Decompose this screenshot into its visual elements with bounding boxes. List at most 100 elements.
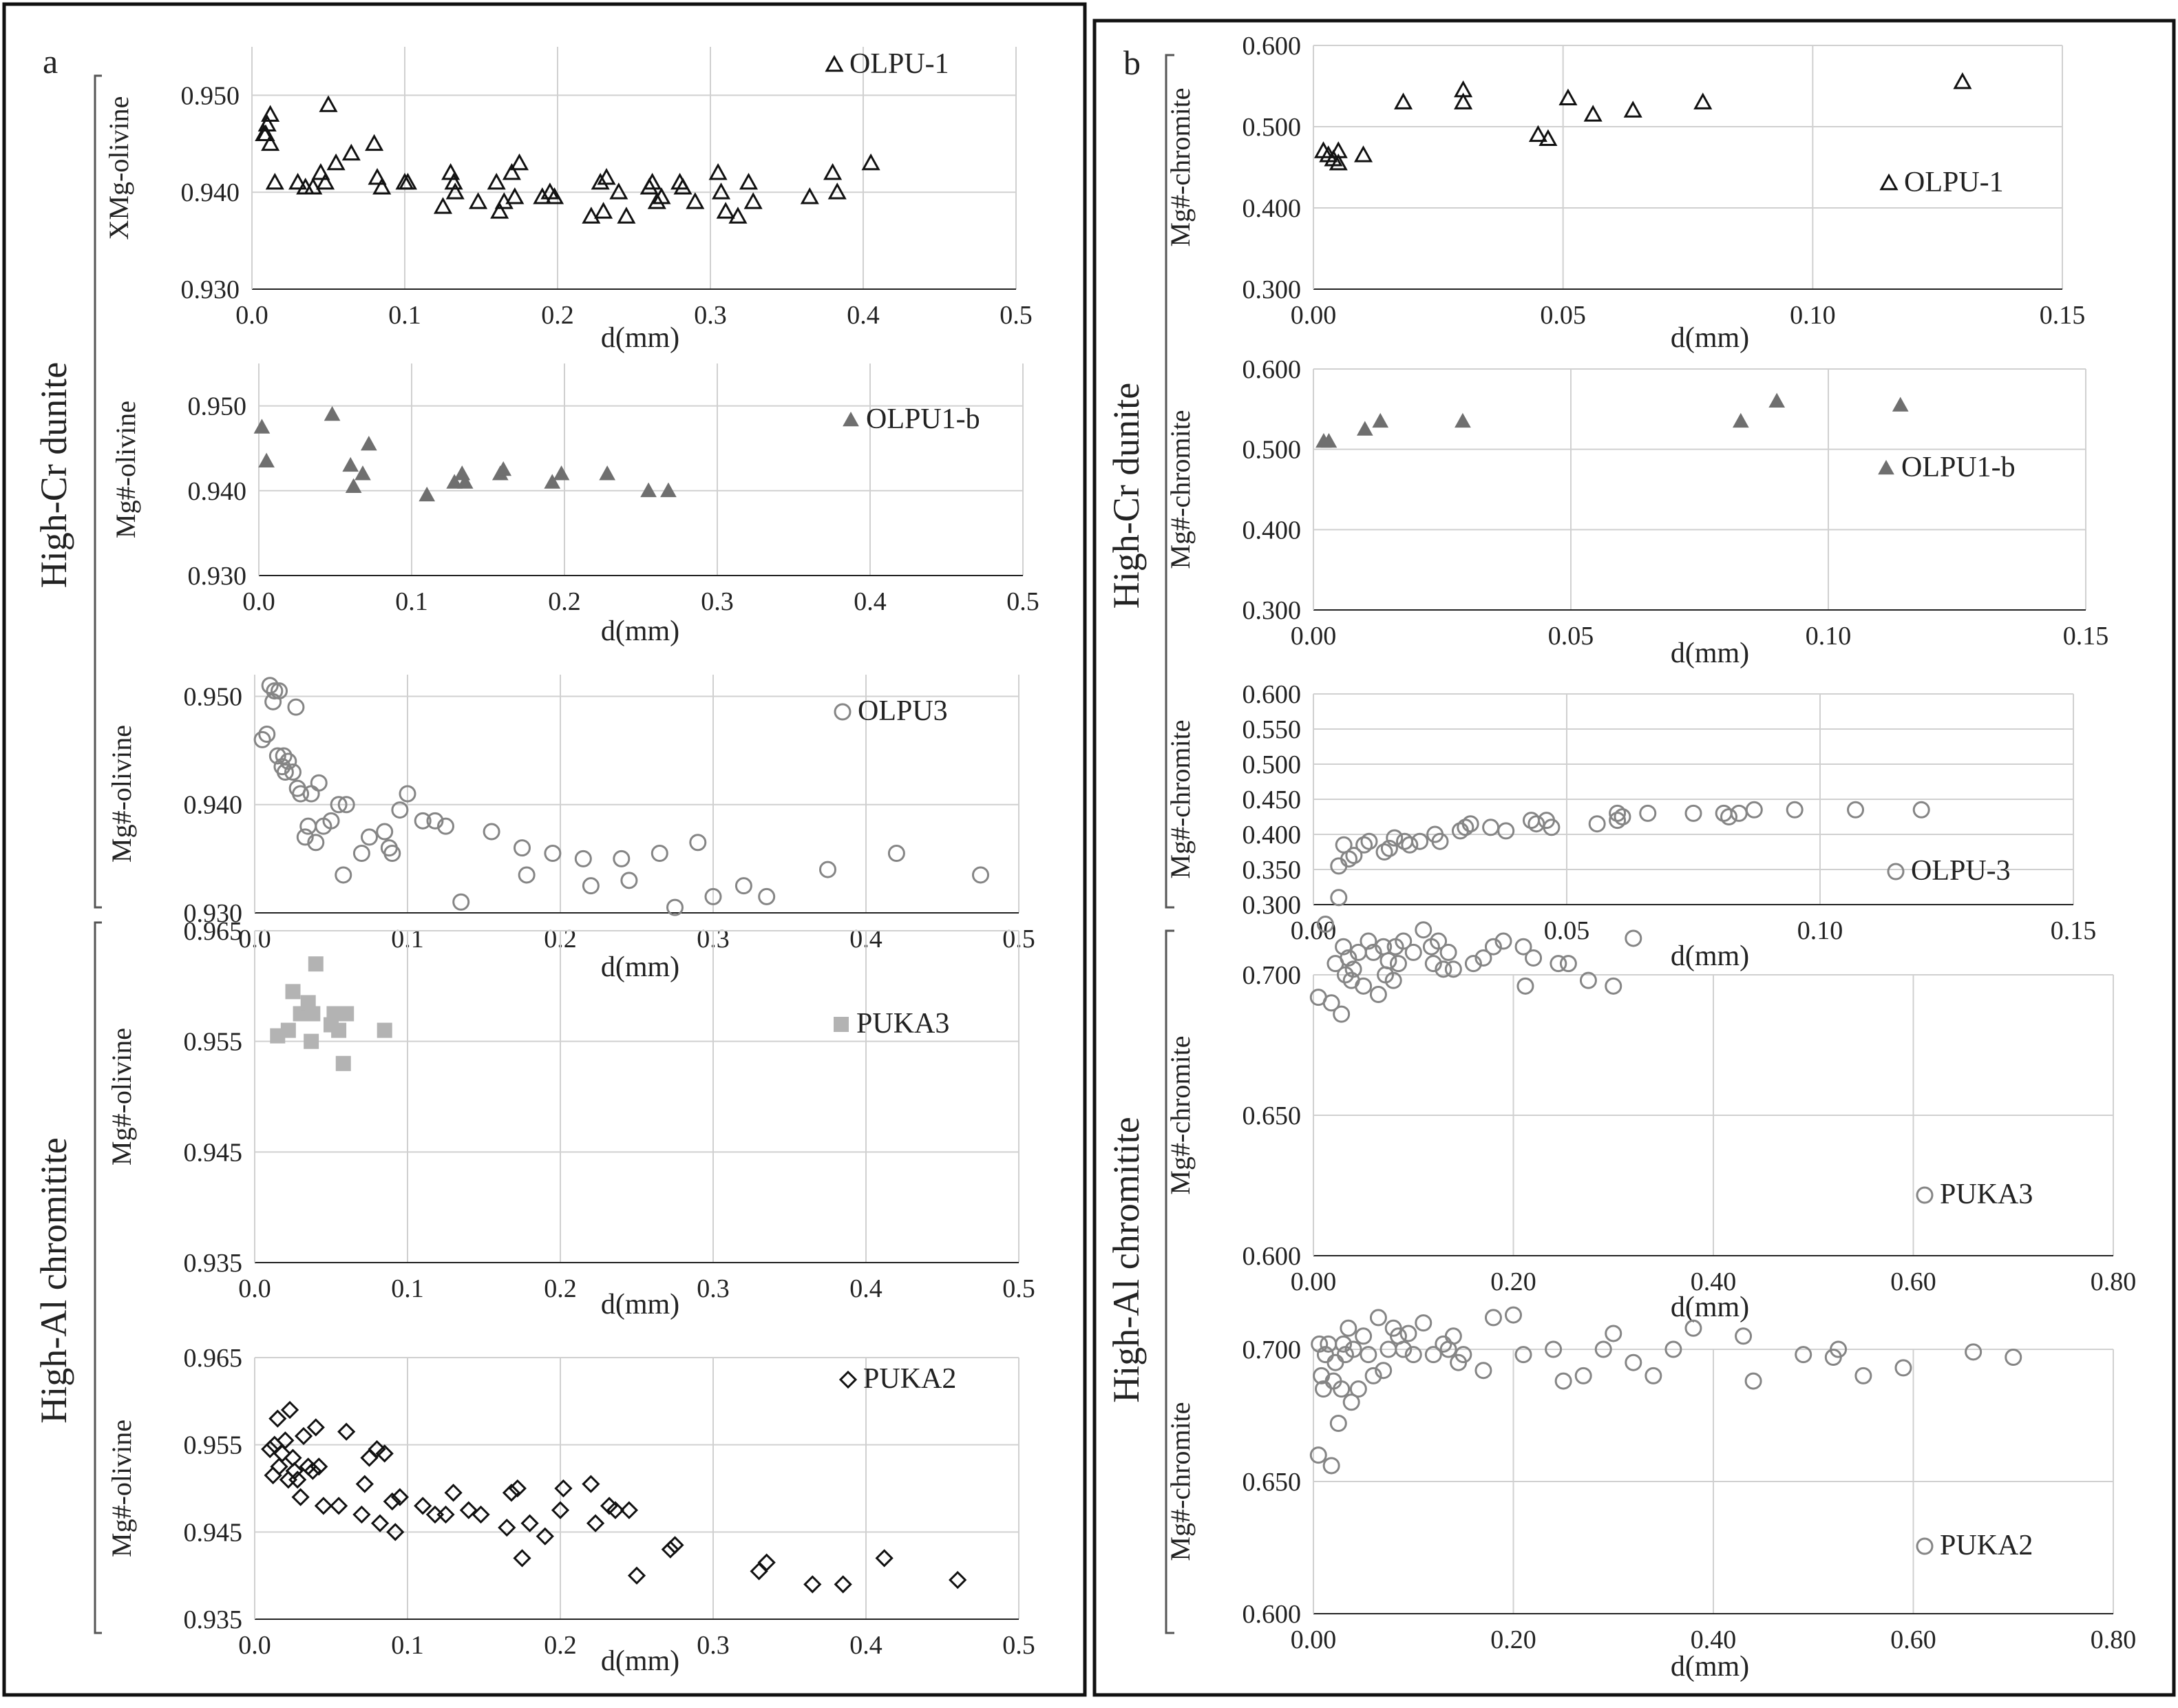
data-point xyxy=(1389,955,1407,973)
x-tick-label: 0.15 xyxy=(2063,622,2109,651)
y-tick-label: 0.400 xyxy=(1243,194,1302,223)
x-tick-label: 0.0 xyxy=(242,587,275,616)
data-point xyxy=(972,866,989,884)
y-axis-title: Mg#-chromite xyxy=(1165,1035,1196,1194)
series-OLPU1-b xyxy=(253,405,677,502)
data-point xyxy=(273,1444,292,1463)
data-point xyxy=(258,726,276,743)
data-point xyxy=(502,162,521,180)
data-point xyxy=(1322,994,1340,1012)
x-tick-label: 0.0 xyxy=(238,1274,271,1303)
y-axis-title: XMg-olivine xyxy=(103,96,134,240)
legend-label: OLPU1-b xyxy=(1901,452,2016,483)
data-point xyxy=(268,1409,287,1428)
x-tick-label: 0.80 xyxy=(2091,1267,2137,1296)
data-point xyxy=(454,465,471,481)
y-tick-label: 0.930 xyxy=(184,899,243,928)
data-point xyxy=(261,134,280,151)
data-point xyxy=(335,1055,351,1071)
data-point xyxy=(495,461,512,476)
x-tick-label: 0.1 xyxy=(388,301,421,330)
y-axis-title: Mg#-chromite xyxy=(1165,1402,1196,1561)
y-tick-label: 0.700 xyxy=(1243,961,1302,990)
data-point xyxy=(728,207,748,224)
data-point xyxy=(518,866,536,884)
y-tick-label: 0.650 xyxy=(1243,1468,1302,1497)
data-point xyxy=(279,752,297,770)
legend-label: OLPU1-b xyxy=(866,403,980,435)
data-point xyxy=(617,207,636,224)
data-point xyxy=(308,956,324,972)
data-point xyxy=(508,1479,527,1498)
data-point xyxy=(285,984,301,1000)
data-point xyxy=(284,763,302,781)
x-tick-label: 0.10 xyxy=(1806,622,1852,651)
panel-a-frame xyxy=(2,2,1087,1697)
data-point xyxy=(1415,921,1432,939)
data-point xyxy=(296,828,314,846)
x-tick-label: 0.00 xyxy=(1291,622,1337,651)
data-point xyxy=(1605,977,1622,995)
data-point xyxy=(1431,832,1449,850)
data-point xyxy=(288,173,308,190)
data-point xyxy=(651,845,668,862)
data-point xyxy=(1335,938,1353,956)
legend: OLPU1-b xyxy=(1878,452,2016,483)
data-point xyxy=(391,801,409,819)
data-point xyxy=(554,1479,573,1498)
data-point xyxy=(734,877,752,895)
x-tick-label: 0.4 xyxy=(854,587,887,616)
data-point xyxy=(1349,1380,1367,1398)
data-point xyxy=(1684,804,1702,822)
legend: OLPU1-b xyxy=(843,403,980,435)
data-point xyxy=(270,1457,288,1476)
x-axis-title: d(mm) xyxy=(601,322,679,354)
x-tick-label: 0.20 xyxy=(1490,1625,1536,1654)
x-axis-title: d(mm) xyxy=(1671,322,1749,354)
panel-b-frame xyxy=(1092,19,2176,1697)
charts-layer: 0.0 0.1 0.2 0.3 0.4 0.5 0.930 0.940 0.950 d(mm) XM… xyxy=(103,32,2136,1683)
data-point xyxy=(1380,839,1398,857)
series-OLPU-3 xyxy=(1330,801,1930,907)
data-point xyxy=(514,839,531,857)
data-point xyxy=(1497,822,1515,840)
legend-label: OLPU-1 xyxy=(1904,167,2004,198)
series-OLPU-1 xyxy=(1313,72,1972,171)
data-point xyxy=(1594,1340,1612,1358)
x-axis-title: d(mm) xyxy=(1671,1651,1749,1683)
legend-marker xyxy=(1878,459,1894,475)
data-point xyxy=(582,877,600,895)
data-point xyxy=(533,187,552,204)
legend-marker xyxy=(1916,1186,1934,1204)
chart-b4: 0.00 0.20 0.40 0.60 0.80 0.600 0.650 0.700 d(mm)… xyxy=(1165,916,2137,1323)
data-point xyxy=(326,153,346,171)
x-tick-label: 0.3 xyxy=(697,1274,730,1303)
y-tick-label: 0.300 xyxy=(1243,275,1302,304)
data-point xyxy=(383,1492,401,1511)
chart-a5: 0.0 0.1 0.2 0.3 0.4 0.5 0.935 0.945 0.955 0.965 d(… xyxy=(106,1344,1035,1677)
data-point xyxy=(1623,101,1642,118)
y-tick-label: 0.600 xyxy=(1243,680,1302,709)
data-point xyxy=(1732,412,1749,428)
data-point xyxy=(307,834,325,852)
data-point xyxy=(304,1462,322,1480)
data-point xyxy=(1333,1380,1351,1398)
data-point xyxy=(425,1505,445,1524)
data-point xyxy=(1355,836,1373,854)
y-tick-label: 0.500 xyxy=(1243,113,1302,142)
data-point xyxy=(1329,154,1348,171)
data-point xyxy=(352,845,370,862)
chart-a4: 0.0 0.1 0.2 0.3 0.4 0.5 0.935 0.945 0.955 0.965 d(… xyxy=(106,917,1035,1320)
x-axis-title: d(mm) xyxy=(601,1645,679,1677)
data-point xyxy=(360,436,377,451)
data-point xyxy=(750,1562,768,1581)
data-point xyxy=(294,1426,313,1446)
series-PUKA2 xyxy=(1309,1306,2022,1475)
data-point xyxy=(288,1470,307,1489)
x-tick-label: 0.80 xyxy=(2091,1625,2137,1654)
data-point xyxy=(1309,1446,1327,1464)
data-point xyxy=(1614,808,1631,825)
data-point xyxy=(266,682,284,700)
